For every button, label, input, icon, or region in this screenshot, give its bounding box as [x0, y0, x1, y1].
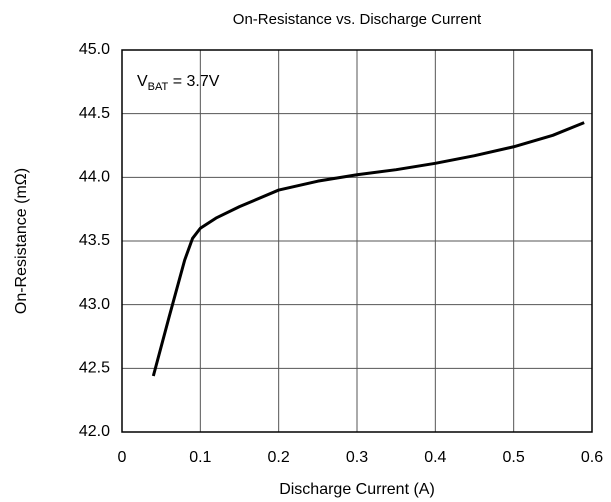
plot-border — [121, 49, 593, 433]
x-tick-label: 0.3 — [346, 449, 368, 466]
y-tick-label: 42.0 — [79, 423, 110, 440]
x-tick-label: 0.2 — [268, 449, 290, 466]
annotation-rest: = 3.7V — [168, 73, 219, 90]
y-tick-label: 42.5 — [79, 360, 110, 377]
y-tick-label: 44.5 — [79, 105, 110, 122]
y-tick-label: 43.5 — [79, 232, 110, 249]
annotation-main: V — [137, 73, 148, 90]
annotation: VBAT = 3.7V — [137, 73, 220, 93]
x-tick-label: 0.5 — [503, 449, 525, 466]
annotation-sub: BAT — [148, 81, 169, 93]
x-tick-label: 0.4 — [424, 449, 446, 466]
x-tick-label: 0.6 — [581, 449, 603, 466]
y-tick-label: 45.0 — [79, 41, 110, 58]
y-tick-label: 44.0 — [79, 169, 110, 186]
chart-title: On-Resistance vs. Discharge Current — [233, 11, 482, 28]
line — [151, 121, 585, 377]
y-tick-label: 43.0 — [79, 296, 110, 313]
x-axis-label: Discharge Current (A) — [279, 481, 435, 498]
x-tick-label: 0.1 — [189, 449, 211, 466]
y-axis-label: On-Resistance (mΩ) — [13, 168, 30, 314]
x-tick-label: 0 — [118, 449, 127, 466]
